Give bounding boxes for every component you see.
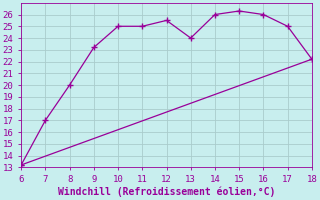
X-axis label: Windchill (Refroidissement éolien,°C): Windchill (Refroidissement éolien,°C) — [58, 187, 275, 197]
